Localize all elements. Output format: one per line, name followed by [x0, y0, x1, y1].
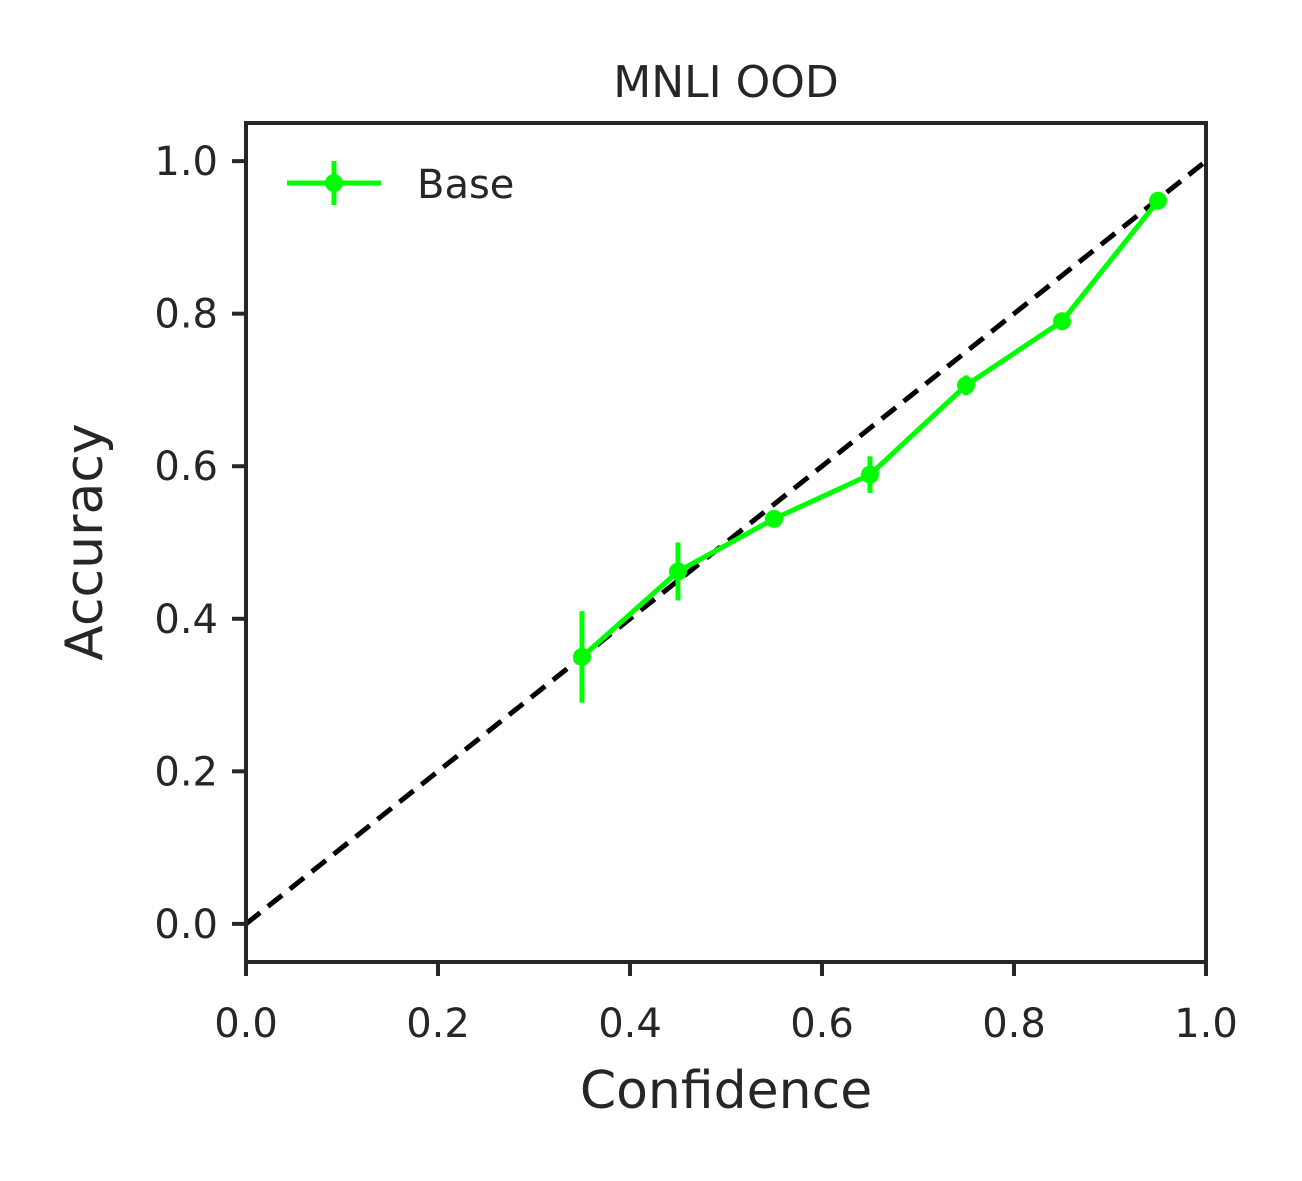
y-axis-label: Accuracy	[55, 423, 115, 660]
data-point	[573, 647, 591, 666]
legend: Base	[287, 161, 514, 208]
y-axis: 0.0 0.2 0.4 0.6 0.8 1.0	[154, 139, 246, 948]
y-tick-label: 0.2	[154, 749, 218, 795]
perfect-calibration-line	[244, 159, 1208, 926]
y-tick-label: 1.0	[154, 139, 218, 185]
data-point	[1149, 191, 1167, 210]
x-axis: 0.0 0.2 0.4 0.6 0.8 1.0	[214, 962, 1238, 1047]
plot-area	[244, 159, 1208, 926]
x-tick-label: 0.2	[406, 1001, 470, 1047]
plot-frame	[244, 121, 1208, 964]
chart-title: MNLI OOD	[613, 57, 839, 108]
y-tick-label: 0.6	[154, 444, 218, 490]
y-tick-label: 0.8	[154, 292, 218, 338]
data-point	[861, 465, 879, 484]
data-point	[669, 562, 687, 581]
data-point	[957, 376, 975, 395]
x-tick-label: 1.0	[1174, 1001, 1238, 1047]
x-tick-label: 0.0	[214, 1001, 278, 1047]
y-tick-label: 0.0	[154, 902, 218, 948]
x-tick-label: 0.4	[598, 1001, 662, 1047]
legend-marker-swatch	[325, 174, 343, 192]
data-point	[1053, 312, 1071, 331]
data-point	[765, 509, 783, 528]
x-tick-label: 0.8	[982, 1001, 1046, 1047]
x-axis-label: Confidence	[580, 1061, 872, 1121]
x-tick-label: 0.6	[790, 1001, 854, 1047]
y-tick-label: 0.4	[154, 597, 218, 643]
legend-label-base: Base	[417, 162, 514, 208]
